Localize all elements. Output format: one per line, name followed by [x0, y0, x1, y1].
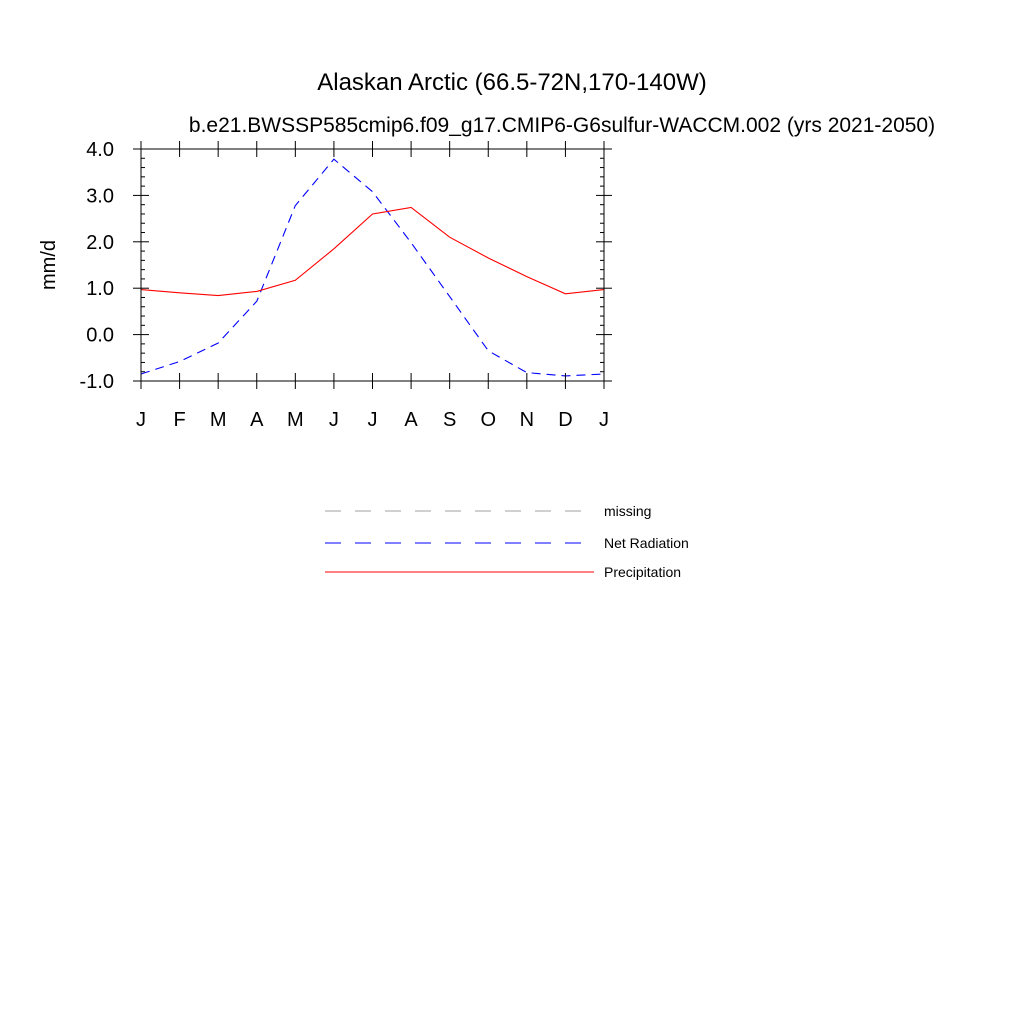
plot-lines: [140, 158, 605, 377]
y-tick-label: 0.0: [86, 325, 114, 347]
y-tick-label: 3.0: [86, 185, 114, 207]
y-tick-labels: -1.0 0.0 1.0 2.0 3.0 4.0: [80, 139, 114, 393]
x-tick-label: J: [136, 409, 146, 431]
x-tick-label: N: [520, 409, 534, 431]
y-tick-label: 2.0: [86, 232, 114, 254]
x-tick-label: J: [368, 409, 378, 431]
legend-label: Precipitation: [604, 564, 681, 580]
chart-title: Alaskan Arctic (66.5-72N,170-140W): [317, 69, 707, 96]
legend: missing Net Radiation Precipitation: [325, 503, 689, 580]
series-line-precipitation: [140, 206, 605, 297]
y-axis-label: mm/d: [38, 240, 60, 290]
legend-label: Net Radiation: [604, 535, 689, 551]
legend-label: missing: [604, 503, 651, 519]
y-tick-label: 1.0: [86, 278, 114, 300]
x-tick-label: F: [173, 409, 185, 431]
x-tick-label: M: [287, 409, 304, 431]
y-tick-label: 4.0: [86, 139, 114, 161]
series-line-net-radiation: [140, 158, 605, 377]
y-tick-label: -1.0: [80, 371, 114, 393]
chart-subtitle: b.e21.BWSSP585cmip6.f09_g17.CMIP6-G6sulf…: [189, 114, 935, 137]
axis-ticks: [133, 141, 612, 389]
x-tick-label: J: [329, 409, 339, 431]
x-tick-label: A: [404, 409, 418, 431]
x-tick-label: S: [443, 409, 456, 431]
x-tick-label: O: [480, 409, 496, 431]
x-tick-label: M: [210, 409, 227, 431]
x-tick-label: D: [558, 409, 572, 431]
x-tick-label: A: [250, 409, 264, 431]
x-tick-label: J: [599, 409, 609, 431]
